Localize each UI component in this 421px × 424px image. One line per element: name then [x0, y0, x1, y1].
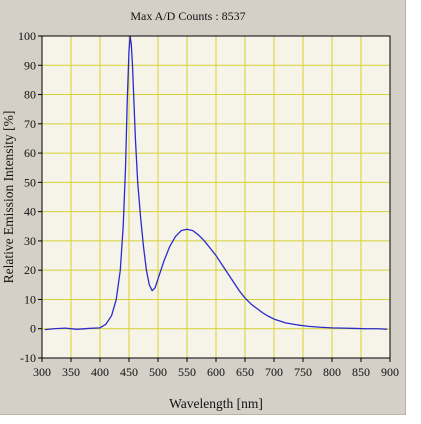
x-tick-label: 400 [91, 365, 109, 379]
spectrum-panel: Max A/D Counts : 8537 300 350 400 450 500 550… [0, 0, 406, 415]
y-tick-labels: -10 0 10 20 30 40 50 60 70 80 90 100 [18, 29, 42, 365]
y-tick-label: 70 [24, 117, 36, 131]
x-axis-title: Wavelength [nm] [169, 396, 263, 411]
y-tick-label: 20 [24, 263, 36, 277]
y-tick-label: 80 [24, 88, 36, 102]
chart: Max A/D Counts : 8537 300 350 400 450 500 550… [1, 9, 399, 411]
x-tick-labels: 300 350 400 450 500 550 600 650 700 750 800 850 900 [33, 358, 399, 379]
y-tick-label: 30 [24, 234, 36, 248]
x-tick-label: 800 [323, 365, 341, 379]
x-tick-label: 450 [120, 365, 138, 379]
x-tick-label: 350 [62, 365, 80, 379]
chart-title: Max A/D Counts : 8537 [130, 9, 245, 23]
x-tick-label: 750 [294, 365, 312, 379]
y-tick-label: 50 [24, 175, 36, 189]
y-tick-label: -10 [20, 351, 36, 365]
y-tick-label: 10 [24, 292, 36, 306]
spectrum-line [44, 35, 388, 331]
grid [42, 36, 390, 358]
y-tick-label: 40 [24, 205, 36, 219]
y-tick-label: 90 [24, 58, 36, 72]
x-tick-label: 850 [352, 365, 370, 379]
y-tick-label: 60 [24, 146, 36, 160]
x-tick-label: 550 [178, 365, 196, 379]
y-tick-label: 0 [30, 322, 36, 336]
x-tick-label: 650 [236, 365, 254, 379]
x-tick-label: 300 [33, 365, 51, 379]
y-tick-label: 100 [18, 29, 36, 43]
y-axis-title: Relative Emission Intensity [%] [1, 111, 16, 284]
x-tick-label: 600 [207, 365, 225, 379]
x-tick-label: 900 [381, 365, 399, 379]
x-tick-label: 700 [265, 365, 283, 379]
x-tick-label: 500 [149, 365, 167, 379]
